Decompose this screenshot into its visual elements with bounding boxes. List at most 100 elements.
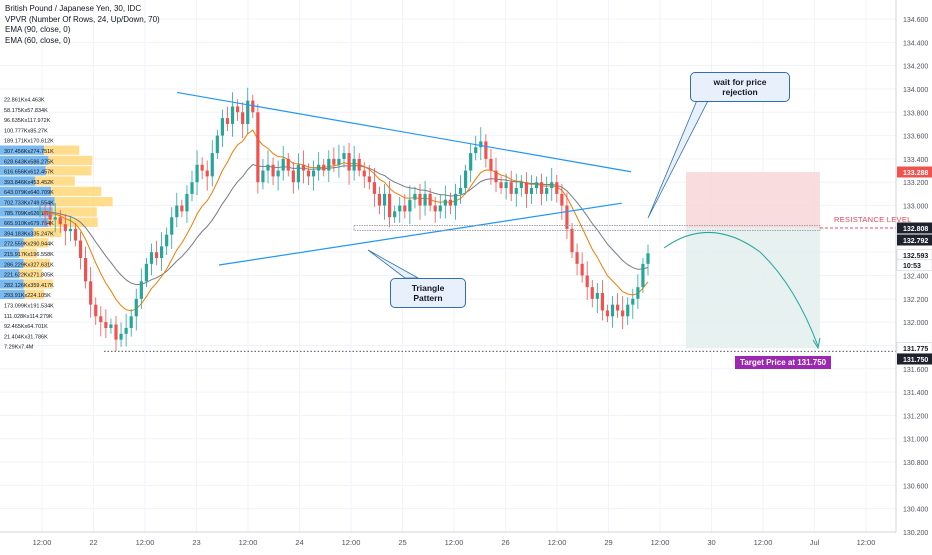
vp-row-label: 616.656Kx612.457K xyxy=(4,170,54,176)
candle-body xyxy=(48,214,52,220)
candle-body xyxy=(519,182,523,189)
vp-down-bar xyxy=(35,176,75,186)
price-tick-label: 134.600 xyxy=(903,17,928,24)
candle-body xyxy=(514,188,518,194)
vp-up-bar xyxy=(0,248,20,258)
vp-row-label: 173.099Kx191.534K xyxy=(4,304,54,310)
vp-down-bar xyxy=(45,166,92,176)
time-tick-label: 12:00 xyxy=(754,538,773,547)
indicator-vpvr[interactable]: VPVR (Number Of Rows, 24, Up/Down, 70) xyxy=(5,14,160,24)
vp-row-label: 272.559Kx290.944K xyxy=(4,242,54,248)
candle-body xyxy=(600,292,604,311)
candle-body xyxy=(418,193,422,206)
vp-up-bar xyxy=(0,145,44,155)
candle-body xyxy=(494,170,498,183)
vp-row-label: 21.404Kx31.786K xyxy=(4,334,48,340)
time-tick-label: 12:00 xyxy=(33,538,52,547)
vp-down-bar xyxy=(19,248,37,258)
candle-body xyxy=(448,199,452,206)
vp-row-label: 307.456Kx274.751K xyxy=(4,149,54,155)
candle-body xyxy=(312,170,316,177)
candle-body xyxy=(144,263,148,282)
indicator-ema90[interactable]: EMA (90, close, 0) xyxy=(5,25,71,34)
candle-body xyxy=(63,224,67,232)
candle-body xyxy=(332,158,336,165)
candle-body xyxy=(545,188,549,194)
vp-row-label: 394.183Kx335.247K xyxy=(4,231,54,237)
candle-body xyxy=(616,304,620,311)
vp-row-label: 58.175Kx57.834K xyxy=(4,108,48,114)
candle-body xyxy=(327,158,331,171)
candle-body xyxy=(180,205,184,212)
vp-row-label: 293.91Kx224.105K xyxy=(4,293,51,299)
vp-down-bar xyxy=(23,258,51,269)
candle-body xyxy=(114,324,118,340)
vp-row-label: 96.635Kx117.972K xyxy=(4,118,51,124)
price-tick-label: 132.200 xyxy=(903,297,928,304)
candle-body xyxy=(251,100,255,113)
time-tick-label: 12:00 xyxy=(239,538,258,547)
target-price-badge: Target Price at 131.750 xyxy=(735,356,832,369)
candle-body xyxy=(301,164,306,171)
vp-row-label: 282.126Kx359.417K xyxy=(4,283,54,289)
candle-body xyxy=(413,193,417,200)
candle-body xyxy=(438,205,442,212)
candle-body xyxy=(286,158,290,171)
time-tick-label: 24 xyxy=(295,538,303,547)
price-tag-label: 132.792 xyxy=(903,238,928,245)
time-tick-label: 26 xyxy=(501,538,509,547)
price-tag-label: 132.593 xyxy=(903,253,928,260)
wait-for-rejection-callout[interactable]: wait for price rejection xyxy=(690,72,790,102)
price-tag-label: 131.775 xyxy=(903,346,928,353)
candle-body xyxy=(261,170,265,183)
vp-up-bar xyxy=(0,238,24,248)
price-tick-label: 130.800 xyxy=(903,460,928,467)
candle-body xyxy=(175,205,179,218)
time-tick-label: 12:00 xyxy=(445,538,464,547)
candle-body xyxy=(479,141,483,148)
symbol-title: British Pound / Japanese Yen, 30, IDC xyxy=(5,4,142,13)
candle-body xyxy=(84,258,88,282)
vp-row-label: 665.910Kx679.764K xyxy=(4,221,54,227)
resistance-level-label: RESISTANCE LEVEL xyxy=(834,215,912,224)
candle-body xyxy=(377,193,382,206)
vp-down-bar xyxy=(33,227,62,238)
time-tick-label: 29 xyxy=(604,538,612,547)
chart-legend: British Pound / Japanese Yen, 30, IDC VP… xyxy=(5,4,160,46)
vp-down-bar xyxy=(48,155,93,166)
triangle-pattern-callout[interactable]: Triangle Pattern xyxy=(390,278,466,308)
vp-down-bar xyxy=(23,238,49,248)
vp-row-label: 628.643Kx586.275K xyxy=(4,159,54,165)
candle-body xyxy=(610,304,615,317)
candle-body xyxy=(372,182,376,194)
candle-body xyxy=(241,112,245,124)
candle-body xyxy=(104,322,108,328)
candle-body xyxy=(398,205,402,212)
vp-up-bar xyxy=(0,227,34,238)
candle-body xyxy=(266,164,270,171)
candle-body xyxy=(134,298,138,317)
candle-body xyxy=(119,333,123,340)
candle-body xyxy=(367,176,371,183)
projection-arrowhead xyxy=(812,337,821,350)
candle-body xyxy=(403,205,407,212)
price-tag xyxy=(897,234,932,246)
time-tick-label: 12:00 xyxy=(857,538,876,547)
time-tick-label: 12:00 xyxy=(548,538,567,547)
price-tag-label: 133.288 xyxy=(903,170,928,177)
candle-body xyxy=(317,164,321,171)
vp-up-bar xyxy=(0,279,24,289)
price-tag xyxy=(897,166,932,178)
candle-body xyxy=(170,217,174,235)
candle-body xyxy=(78,240,83,259)
candle-body xyxy=(271,164,275,177)
price-tag-label: 131.750 xyxy=(903,357,928,364)
price-tick-label: 134.200 xyxy=(903,64,928,71)
triangle-callout-text: Triangle Pattern xyxy=(411,283,445,303)
indicator-ema60[interactable]: EMA (60, close, 0) xyxy=(5,35,71,45)
triangle-lower-trendline xyxy=(218,202,622,266)
candle-body xyxy=(139,281,143,299)
vp-row-label: 643.079Kx640.709K xyxy=(4,190,54,196)
